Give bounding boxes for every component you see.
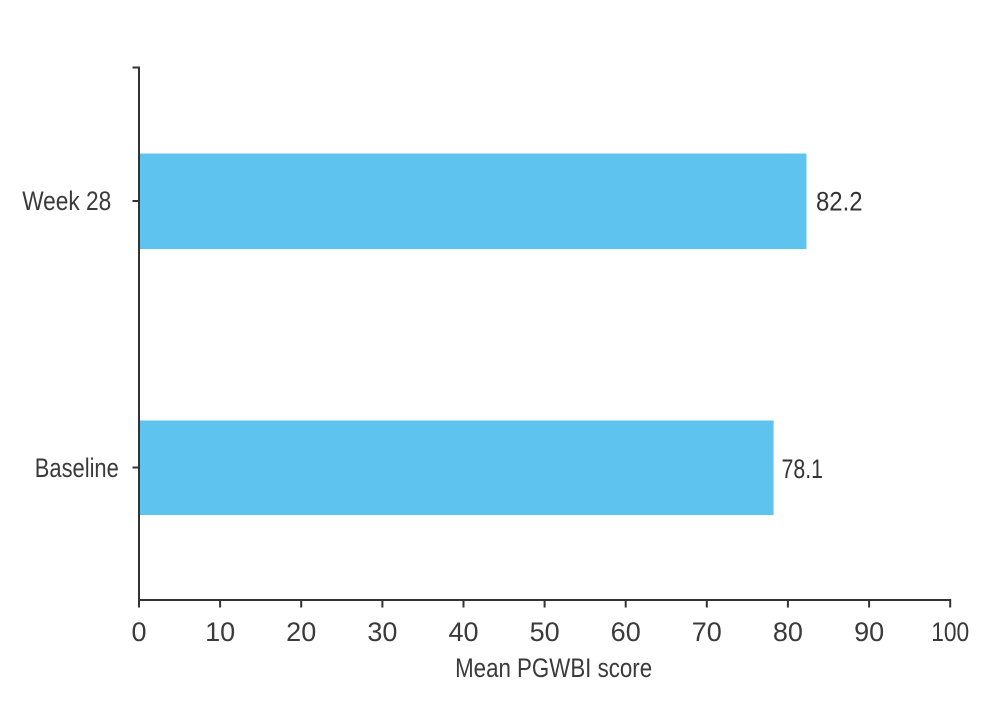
svg-text:80: 80 [773, 617, 803, 647]
svg-text:70: 70 [692, 617, 722, 647]
svg-text:82.2: 82.2 [816, 186, 863, 216]
svg-text:90: 90 [854, 617, 884, 647]
svg-text:40: 40 [448, 617, 478, 647]
svg-text:Baseline: Baseline [35, 453, 119, 483]
svg-text:Mean PGWBI score: Mean PGWBI score [455, 653, 652, 683]
svg-text:20: 20 [286, 617, 316, 647]
svg-text:50: 50 [530, 617, 560, 647]
svg-text:100: 100 [931, 617, 969, 647]
svg-text:Week 28: Week 28 [22, 186, 111, 216]
svg-text:60: 60 [611, 617, 641, 647]
svg-text:30: 30 [367, 617, 397, 647]
svg-text:0: 0 [131, 617, 146, 647]
svg-text:78.1: 78.1 [782, 454, 824, 484]
svg-text:10: 10 [205, 617, 235, 647]
